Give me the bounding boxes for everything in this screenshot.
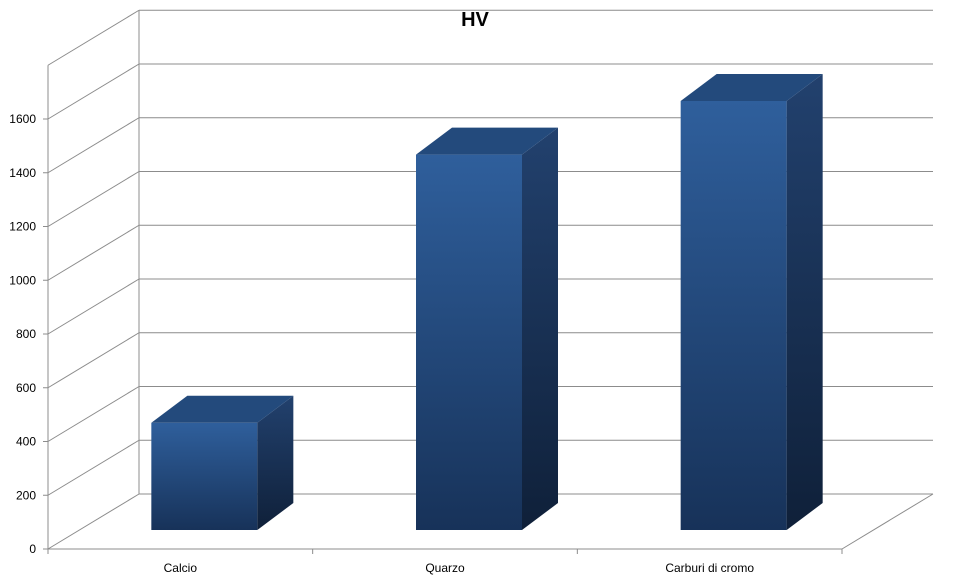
y-tick-label: 1400 <box>9 166 36 180</box>
y-tick-label: 600 <box>16 381 36 395</box>
bar-front <box>151 422 258 530</box>
y-tick-label: 400 <box>16 435 36 449</box>
bar-top <box>416 127 558 155</box>
gridline-side <box>47 332 140 389</box>
bars <box>151 74 823 530</box>
y-tick-label: 1200 <box>9 220 36 234</box>
bar-carburi-di-cromo <box>680 74 823 530</box>
y-tick-label: 800 <box>16 327 36 341</box>
floor-edge <box>841 493 934 550</box>
gridline-side <box>47 386 140 442</box>
bar-top <box>151 395 294 423</box>
gridline-side <box>47 117 140 174</box>
chart-title: HV <box>461 9 489 31</box>
x-category-label: Calcio <box>164 561 198 575</box>
gridline-side <box>47 493 140 550</box>
bar-front <box>416 154 522 530</box>
bar-side <box>786 74 823 530</box>
gridline-side <box>47 63 140 120</box>
bar-top <box>680 74 823 101</box>
x-category-label: Carburi di cromo <box>665 561 754 575</box>
gridline-side <box>47 171 140 227</box>
axes <box>43 65 843 554</box>
y-tick-label: 1600 <box>9 112 36 126</box>
x-category-label: Quarzo <box>425 561 465 575</box>
bar-side <box>257 395 294 530</box>
gridline-side <box>47 224 140 281</box>
gridline-side <box>47 9 140 66</box>
y-tick-label: 1000 <box>9 273 36 287</box>
y-tick-label: 0 <box>29 542 36 556</box>
bar-front <box>680 101 787 530</box>
bar-quarzo <box>416 127 558 530</box>
bar-side <box>522 127 558 530</box>
labels: 0 200 400 600 800 1000 1200 1400 1600 Calcio Quarz… <box>9 112 754 575</box>
gridline-side <box>47 439 140 496</box>
bar-calcio <box>151 395 294 530</box>
y-tick-label: 200 <box>16 488 36 502</box>
gridline-side <box>47 278 140 335</box>
